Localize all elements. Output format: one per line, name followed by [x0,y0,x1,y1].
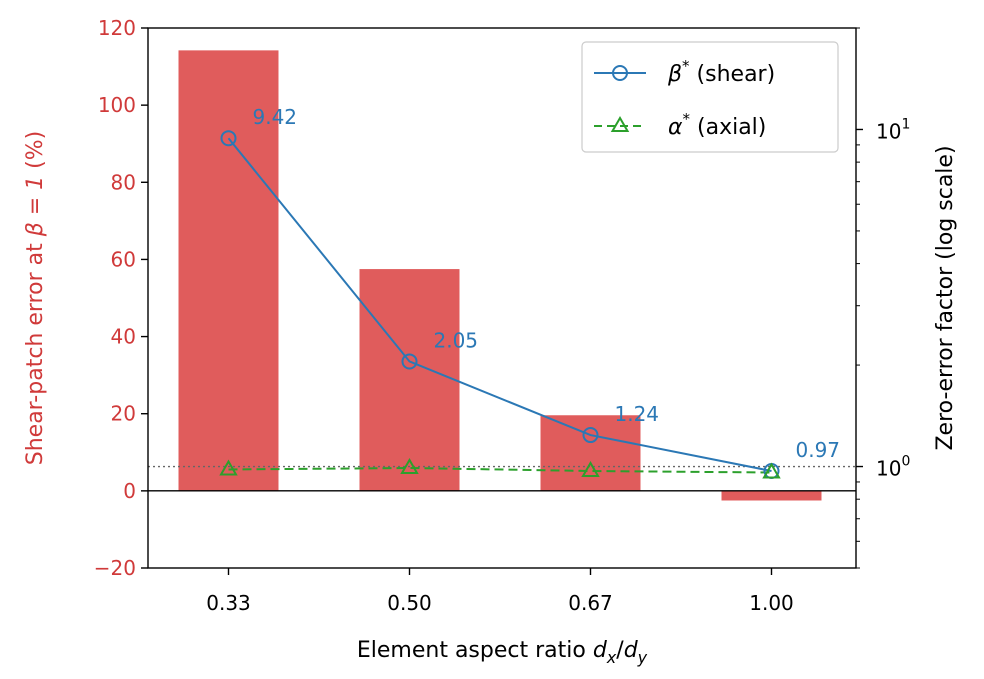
y-left-tick-label-6: 100 [98,93,136,117]
y-left-tick-label-1: 0 [123,479,136,503]
legend-label-beta: β* (shear) [667,57,775,87]
y-left-tick-label-2: 20 [111,402,136,426]
y-axis-left-title: Shear-patch error at β = 1 (%) [23,131,48,466]
plot-frame [147,27,857,569]
data-label-beta-0: 9.42 [253,105,298,129]
legend-label-alpha: α* (axial) [668,110,766,140]
x-axis-title: Element aspect ratio dx/dy [357,638,648,667]
y-left-tick-label-0: −20 [94,556,136,580]
y-right-tick-label-0: 100 [876,454,910,481]
legend-box [581,41,839,153]
series-1-point-3 [762,462,781,479]
data-label-beta-3: 0.97 [796,438,841,462]
bar-0 [178,50,279,491]
series-1-point-0 [219,459,238,476]
y-left-tick-label-3: 40 [111,325,136,349]
series-1-point-1 [400,458,419,475]
bar-3 [721,490,822,501]
bar-2 [540,415,641,491]
data-label-beta-1: 2.05 [434,328,479,352]
x-tick-label-3: 1.00 [749,591,794,615]
y-axis-right-title: Zero-error factor (log scale) [933,145,958,450]
bar-1 [359,269,460,491]
y-left-tick-label-5: 80 [111,170,136,194]
legend-marker-alpha [610,115,630,132]
x-tick-label-2: 0.67 [568,591,613,615]
axes: −20 0 20 40 60 80 100 120 0.33 0.50 0.67 1.00 100 101 [94,16,911,615]
plot-area: 9.42 2.05 1.24 0.97 [148,50,856,501]
x-tick-label-1: 0.50 [387,591,432,615]
series-line-1 [228,467,772,474]
y-left-tick-label-4: 60 [111,247,136,271]
series-0-point-2 [582,427,599,444]
series-0-point-0 [220,130,237,147]
series-0-point-1 [401,353,418,370]
y-right-tick-label-1: 101 [876,116,910,143]
series-line-0 [227,137,772,472]
x-tick-label-0: 0.33 [206,591,251,615]
y-left-tick-label-7: 120 [98,16,136,40]
series-1-point-2 [581,460,600,477]
legend: β* (shear) α* (axial) [581,41,839,153]
data-label-beta-2: 1.24 [615,402,660,426]
legend-marker-beta [612,65,628,81]
